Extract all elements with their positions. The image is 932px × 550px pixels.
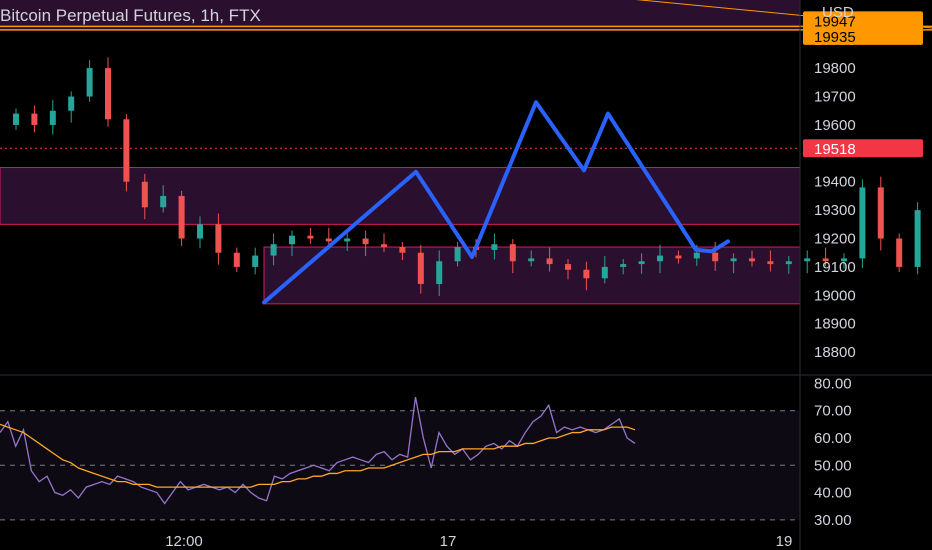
candle <box>13 113 19 125</box>
level-zone <box>0 0 800 30</box>
candle <box>785 261 792 265</box>
price-tag-bg <box>803 139 923 158</box>
price-tick: 19300 <box>814 202 856 219</box>
candle <box>693 252 700 259</box>
pattern-lines <box>262 100 730 305</box>
candle <box>657 255 663 262</box>
candle <box>749 258 755 262</box>
candle <box>822 258 829 262</box>
candle <box>877 187 884 239</box>
candles <box>13 57 921 296</box>
price-tag-bg <box>803 26 923 45</box>
candle <box>289 235 295 245</box>
price-tag: 19518 <box>814 141 856 158</box>
candle <box>381 244 387 248</box>
candle <box>509 244 516 262</box>
candle <box>252 255 259 267</box>
candle <box>270 244 277 256</box>
candle <box>68 96 75 111</box>
candle <box>767 261 774 265</box>
candle <box>896 238 903 267</box>
rsi-tick: 50.00 <box>814 457 852 474</box>
time-tick: 17 <box>440 533 457 550</box>
candle <box>325 238 332 242</box>
candle <box>638 261 645 265</box>
candle <box>454 247 461 262</box>
candle <box>399 247 406 253</box>
candle <box>675 255 682 259</box>
candle <box>914 210 921 267</box>
candle <box>178 195 185 239</box>
price-tick: 19600 <box>814 117 856 134</box>
candle <box>215 224 222 253</box>
price-tag: 19935 <box>814 29 856 46</box>
zone-1 <box>263 246 801 305</box>
rsi-series-1 <box>0 423 636 488</box>
candle <box>233 252 240 267</box>
rsi-tick: 70.00 <box>814 403 852 420</box>
price-axis[interactable]: 1990019800197001960019400193001920019100… <box>799 0 923 550</box>
time-tick: 12:00 <box>165 533 203 550</box>
currency-label: USD <box>822 4 854 21</box>
candle <box>730 258 737 262</box>
rsi-tick: 30.00 <box>814 512 852 529</box>
candle <box>804 258 811 262</box>
rsi-tick: 40.00 <box>814 485 852 502</box>
candle <box>601 266 608 279</box>
candle <box>123 119 130 182</box>
time-axis[interactable]: 12:00 17 19 <box>165 533 792 550</box>
candle <box>362 238 369 245</box>
price-tag-bg <box>803 11 923 30</box>
candle <box>197 224 203 239</box>
rsi-tick: 60.00 <box>814 430 852 447</box>
bear-flag-pattern <box>262 100 730 305</box>
candle <box>620 264 627 267</box>
candle <box>528 258 535 262</box>
price-tag: 19947 <box>814 13 856 30</box>
candle <box>491 244 498 250</box>
rsi-tick: 80.00 <box>814 375 852 392</box>
candle <box>546 258 553 265</box>
candle <box>583 269 590 279</box>
rsi-pane <box>0 396 636 505</box>
price-tick: 19200 <box>814 231 856 248</box>
price-tick: 19100 <box>814 259 856 276</box>
candle <box>105 68 111 120</box>
price-tick: 19000 <box>814 287 856 304</box>
price-tick: 18900 <box>814 316 856 333</box>
candle <box>141 181 148 208</box>
candle <box>565 264 571 270</box>
candle <box>86 68 93 97</box>
time-tick: 19 <box>776 533 793 550</box>
candle <box>49 110 56 125</box>
rsi-grid <box>0 374 932 521</box>
price-tick: 19700 <box>814 89 856 106</box>
candle <box>841 258 847 262</box>
candle <box>417 252 424 284</box>
candle <box>160 195 167 208</box>
price-tick: 18800 <box>814 344 856 361</box>
candle <box>307 235 314 239</box>
price-tick: 19400 <box>814 174 856 191</box>
price-tick: 19800 <box>814 60 856 77</box>
candle <box>31 113 38 125</box>
zone-0 <box>0 167 801 225</box>
rsi-series-0 <box>0 396 636 505</box>
chart-title: Bitcoin Perpetual Futures, 1h, FTX <box>0 6 261 25</box>
price-zones <box>0 0 932 305</box>
candle <box>436 261 443 284</box>
candle <box>712 252 719 262</box>
candle <box>859 187 866 259</box>
candle <box>344 238 351 242</box>
